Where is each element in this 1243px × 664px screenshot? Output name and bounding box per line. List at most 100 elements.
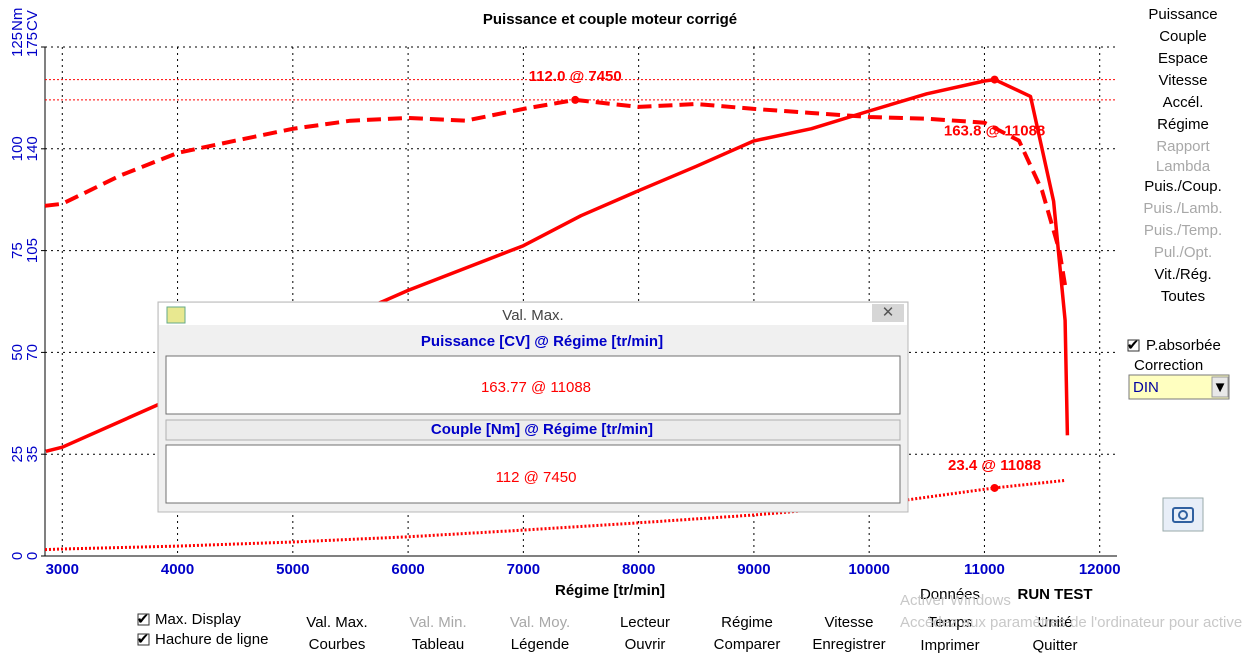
camera-lens bbox=[1178, 510, 1188, 520]
menu: Puissance Couple Espace Vitesse Accél. Régime… bbox=[1143, 6, 1222, 305]
button[interactable]: Enregistrer bbox=[812, 636, 885, 653]
menu-item[interactable]: Couple bbox=[1159, 28, 1207, 45]
y-tick-label: 100 bbox=[9, 136, 26, 161]
button[interactable]: Quitter bbox=[1032, 637, 1077, 654]
annotation-dot bbox=[571, 95, 580, 104]
chart-title: Puissance et couple moteur corrigé bbox=[483, 11, 737, 28]
dialog-icon bbox=[166, 306, 186, 324]
menu-item[interactable]: Puissance bbox=[1148, 6, 1217, 23]
torque-header-bar bbox=[165, 419, 901, 441]
button: Val. Moy. bbox=[510, 614, 570, 631]
menu-item: Puis./Temp. bbox=[1144, 222, 1222, 239]
y-tick-label: 25 bbox=[9, 446, 26, 463]
checkbox-label: Max. Display bbox=[155, 611, 241, 628]
x-axis-label: Régime [tr/min] bbox=[555, 582, 665, 599]
watermark-title: Activer Windows bbox=[900, 592, 1011, 609]
x-tick-label: 9000 bbox=[737, 561, 770, 578]
y-tick-label: 125 bbox=[9, 32, 26, 57]
checkbox[interactable] bbox=[1127, 339, 1140, 352]
button[interactable]: Ouvrir bbox=[625, 636, 666, 653]
menu-item[interactable]: Espace bbox=[1158, 50, 1208, 67]
dialog-title: Val. Max. bbox=[502, 307, 563, 324]
series-line bbox=[44, 97, 1068, 286]
dialog: Val. Max. ✕ Puissance [CV] @ Régime [tr/… bbox=[157, 301, 909, 513]
power-header: Puissance [CV] @ Régime [tr/min] bbox=[421, 333, 663, 350]
y-axis-unit: CV bbox=[24, 10, 41, 31]
y-tick-label: 70 bbox=[24, 344, 41, 361]
y-tick-label: 50 bbox=[9, 344, 26, 361]
menu-item[interactable]: Puis./Coup. bbox=[1144, 178, 1222, 195]
close-button[interactable] bbox=[872, 304, 904, 322]
x-tick-label: 10000 bbox=[848, 561, 890, 578]
button[interactable]: RUN TEST bbox=[1018, 586, 1093, 603]
camera-icon bbox=[1172, 507, 1194, 523]
y-tick-label: 105 bbox=[24, 238, 41, 263]
x-tick-label: 12000 bbox=[1079, 561, 1121, 578]
y-tick-label: 75 bbox=[9, 242, 26, 259]
button: Val. Min. bbox=[409, 614, 466, 631]
button[interactable]: Courbes bbox=[309, 636, 366, 653]
camera-button[interactable] bbox=[1162, 497, 1204, 532]
menu-item[interactable]: Toutes bbox=[1161, 288, 1205, 305]
menu-item: Rapport bbox=[1156, 138, 1210, 155]
x-tick-label: 3000 bbox=[46, 561, 79, 578]
menu-item: Puis./Lamb. bbox=[1143, 200, 1222, 217]
button[interactable]: Val. Max. bbox=[306, 614, 367, 631]
menu-item[interactable]: Accél. bbox=[1163, 94, 1204, 111]
correction-label: Correction bbox=[1134, 357, 1203, 374]
annotation-dot bbox=[990, 75, 999, 84]
power-value: 163.77 @ 11088 bbox=[481, 379, 591, 396]
checkbox[interactable] bbox=[137, 633, 150, 646]
correction-value: DIN bbox=[1133, 379, 1159, 396]
menu-item[interactable]: Régime bbox=[1157, 116, 1209, 133]
button[interactable]: Légende bbox=[511, 636, 569, 653]
checkbox-label: P.absorbée bbox=[1146, 337, 1221, 354]
check-mark: ✔ bbox=[137, 631, 150, 648]
close-icon: ✕ bbox=[882, 304, 895, 321]
menu-item: Lambda bbox=[1156, 158, 1211, 175]
torque-value: 112 @ 7450 bbox=[496, 469, 577, 486]
button[interactable]: Régime bbox=[721, 614, 773, 631]
checkbox-label: Hachure de ligne bbox=[155, 631, 268, 648]
annotation: 23.4 @ 11088 bbox=[948, 457, 1041, 474]
button[interactable]: Données bbox=[920, 586, 980, 603]
torque-box bbox=[165, 444, 901, 504]
y-tick-label: 35 bbox=[24, 446, 41, 463]
y-tick-label: 0 bbox=[24, 552, 41, 560]
x-tick-label: 8000 bbox=[622, 561, 655, 578]
button[interactable]: Lecteur bbox=[620, 614, 670, 631]
button[interactable]: Imprimer bbox=[920, 637, 979, 654]
button[interactable]: Comparer bbox=[714, 636, 781, 653]
menu-item[interactable]: Vitesse bbox=[1159, 72, 1208, 89]
dialog-titlebar bbox=[159, 303, 907, 325]
power-box bbox=[165, 355, 901, 415]
check-mark: ✔ bbox=[137, 611, 150, 628]
y-tick-label: 175 bbox=[24, 32, 41, 57]
y-tick-label: 0 bbox=[9, 552, 26, 560]
y-tick-label: 140 bbox=[24, 136, 41, 161]
button[interactable]: Temps bbox=[928, 614, 972, 631]
dropdown-button[interactable] bbox=[1211, 376, 1229, 398]
menu-item[interactable]: Vit./Rég. bbox=[1154, 266, 1211, 283]
dropdown-arrow: ▼ bbox=[1213, 379, 1228, 396]
annotation-dot bbox=[990, 483, 999, 492]
x-tick-label: 5000 bbox=[276, 561, 309, 578]
x-tick-label: 11000 bbox=[964, 561, 1005, 578]
x-tick-label: 6000 bbox=[391, 561, 424, 578]
y-axis-unit: Nm bbox=[9, 8, 26, 31]
x-tick-label: 7000 bbox=[507, 561, 540, 578]
watermark-text: Accédez aux paramètres de l'ordinateur p… bbox=[900, 614, 1243, 631]
button[interactable]: Unité bbox=[1037, 614, 1072, 631]
annotation: 163.8 @ 11088 bbox=[944, 123, 1045, 140]
button[interactable]: Vitesse bbox=[825, 614, 874, 631]
checkbox[interactable] bbox=[137, 613, 150, 626]
menu-item: Pul./Opt. bbox=[1154, 244, 1212, 261]
check-mark: ✔ bbox=[1127, 337, 1140, 354]
x-tick-label: 4000 bbox=[161, 561, 194, 578]
annotation: 112.0 @ 7450 bbox=[529, 68, 622, 85]
bottom-bar: ✔ Max. Display ✔ Hachure de ligne Val. Max. C… bbox=[137, 586, 1093, 654]
button[interactable]: Tableau bbox=[412, 636, 465, 653]
torque-header: Couple [Nm] @ Régime [tr/min] bbox=[431, 421, 653, 438]
